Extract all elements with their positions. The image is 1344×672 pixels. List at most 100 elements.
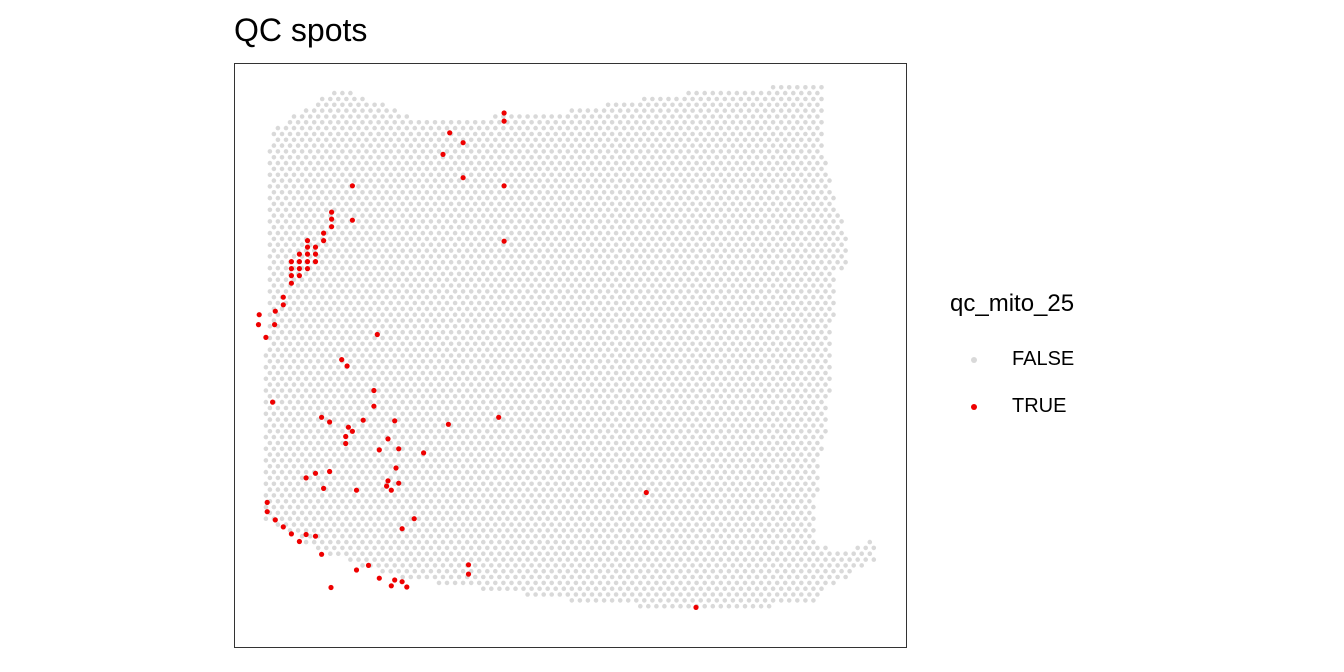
spot-false — [666, 458, 671, 463]
spot-false — [795, 458, 800, 463]
spot-false — [589, 265, 595, 271]
spot-false — [336, 551, 341, 556]
spot-false — [770, 236, 776, 242]
spot-false — [384, 563, 389, 568]
spot-false — [746, 574, 752, 580]
spot-false — [694, 312, 699, 317]
spot-false — [835, 236, 840, 242]
spot-false — [315, 219, 321, 224]
spot-false — [509, 568, 514, 574]
spot-false — [593, 283, 599, 288]
spot-false — [770, 446, 776, 452]
spot-false — [517, 277, 522, 282]
spot-false — [569, 399, 575, 405]
spot-false — [871, 557, 877, 562]
spot-false — [742, 499, 748, 504]
spot-false — [344, 504, 349, 510]
spot-false — [464, 178, 470, 183]
spot-false — [372, 557, 377, 562]
spot-false — [319, 458, 325, 463]
spot-false — [662, 417, 667, 422]
spot-false — [533, 545, 538, 551]
spot-false — [730, 411, 736, 417]
spot-false — [315, 324, 321, 329]
spot-false — [364, 242, 369, 247]
spot-false — [601, 376, 607, 382]
spot-false — [758, 230, 764, 236]
spot-false — [424, 283, 430, 288]
spot-false — [654, 545, 659, 551]
spot-false — [533, 359, 538, 364]
spot-false — [497, 178, 502, 183]
spot-false — [368, 329, 373, 335]
spot-false — [678, 568, 683, 574]
spot-false — [392, 248, 397, 253]
spot-false — [638, 277, 643, 282]
spot-false — [452, 230, 458, 236]
spot-false — [750, 230, 756, 236]
spot-false — [287, 236, 293, 242]
spot-false — [424, 563, 430, 568]
spot-false — [291, 184, 297, 189]
spot-false — [698, 399, 703, 405]
spot-false — [654, 254, 659, 259]
spot-false — [795, 353, 800, 358]
spot-false — [807, 277, 812, 282]
spot-false — [404, 335, 410, 341]
spot-false — [799, 440, 804, 446]
spot-false — [565, 335, 571, 341]
spot-false — [670, 522, 675, 527]
spot-false — [505, 224, 510, 230]
spot-false — [364, 405, 369, 411]
spot-false — [581, 440, 587, 446]
spot-false — [642, 423, 647, 428]
spot-false — [428, 347, 434, 353]
spot-false — [267, 452, 273, 457]
spot-false — [670, 195, 675, 201]
spot-false — [412, 499, 418, 504]
spot-false — [392, 306, 397, 312]
spot-false — [340, 300, 345, 306]
spot-false — [517, 510, 522, 516]
spot-false — [303, 493, 309, 498]
spot-false — [561, 213, 567, 218]
spot-false — [791, 289, 796, 294]
spot-false — [372, 230, 377, 236]
spot-false — [380, 464, 385, 469]
spot-false — [448, 539, 454, 545]
spot-false — [501, 475, 506, 481]
spot-false — [569, 493, 575, 498]
spot-false — [472, 376, 478, 382]
spot-false — [299, 359, 305, 364]
spot-false — [605, 440, 611, 446]
spot-false — [730, 341, 736, 347]
spot-false — [525, 335, 530, 341]
spot-false — [267, 335, 273, 341]
spot-false — [444, 522, 450, 527]
spot-false — [472, 341, 478, 347]
spot-false — [642, 574, 647, 580]
spot-false — [311, 516, 317, 521]
spot-false — [336, 248, 341, 253]
spot-false — [581, 219, 587, 224]
spot-false — [710, 394, 716, 399]
spot-false — [557, 265, 563, 271]
spot-false — [424, 551, 430, 556]
spot-false — [344, 469, 349, 475]
spot-false — [629, 499, 635, 504]
spot-false — [384, 294, 389, 300]
spot-false — [734, 545, 740, 551]
spot-false — [481, 563, 486, 568]
spot-false — [436, 499, 442, 504]
spot-false — [581, 394, 587, 399]
spot-false — [513, 248, 518, 253]
spot-false — [638, 242, 643, 247]
spot-false — [392, 481, 397, 487]
spot-false — [424, 271, 430, 277]
spot-false — [472, 248, 478, 253]
spot-false — [573, 592, 579, 597]
spot-false — [489, 469, 494, 475]
spot-false — [283, 429, 289, 434]
spot-false — [823, 405, 828, 411]
spot-false — [654, 522, 659, 527]
